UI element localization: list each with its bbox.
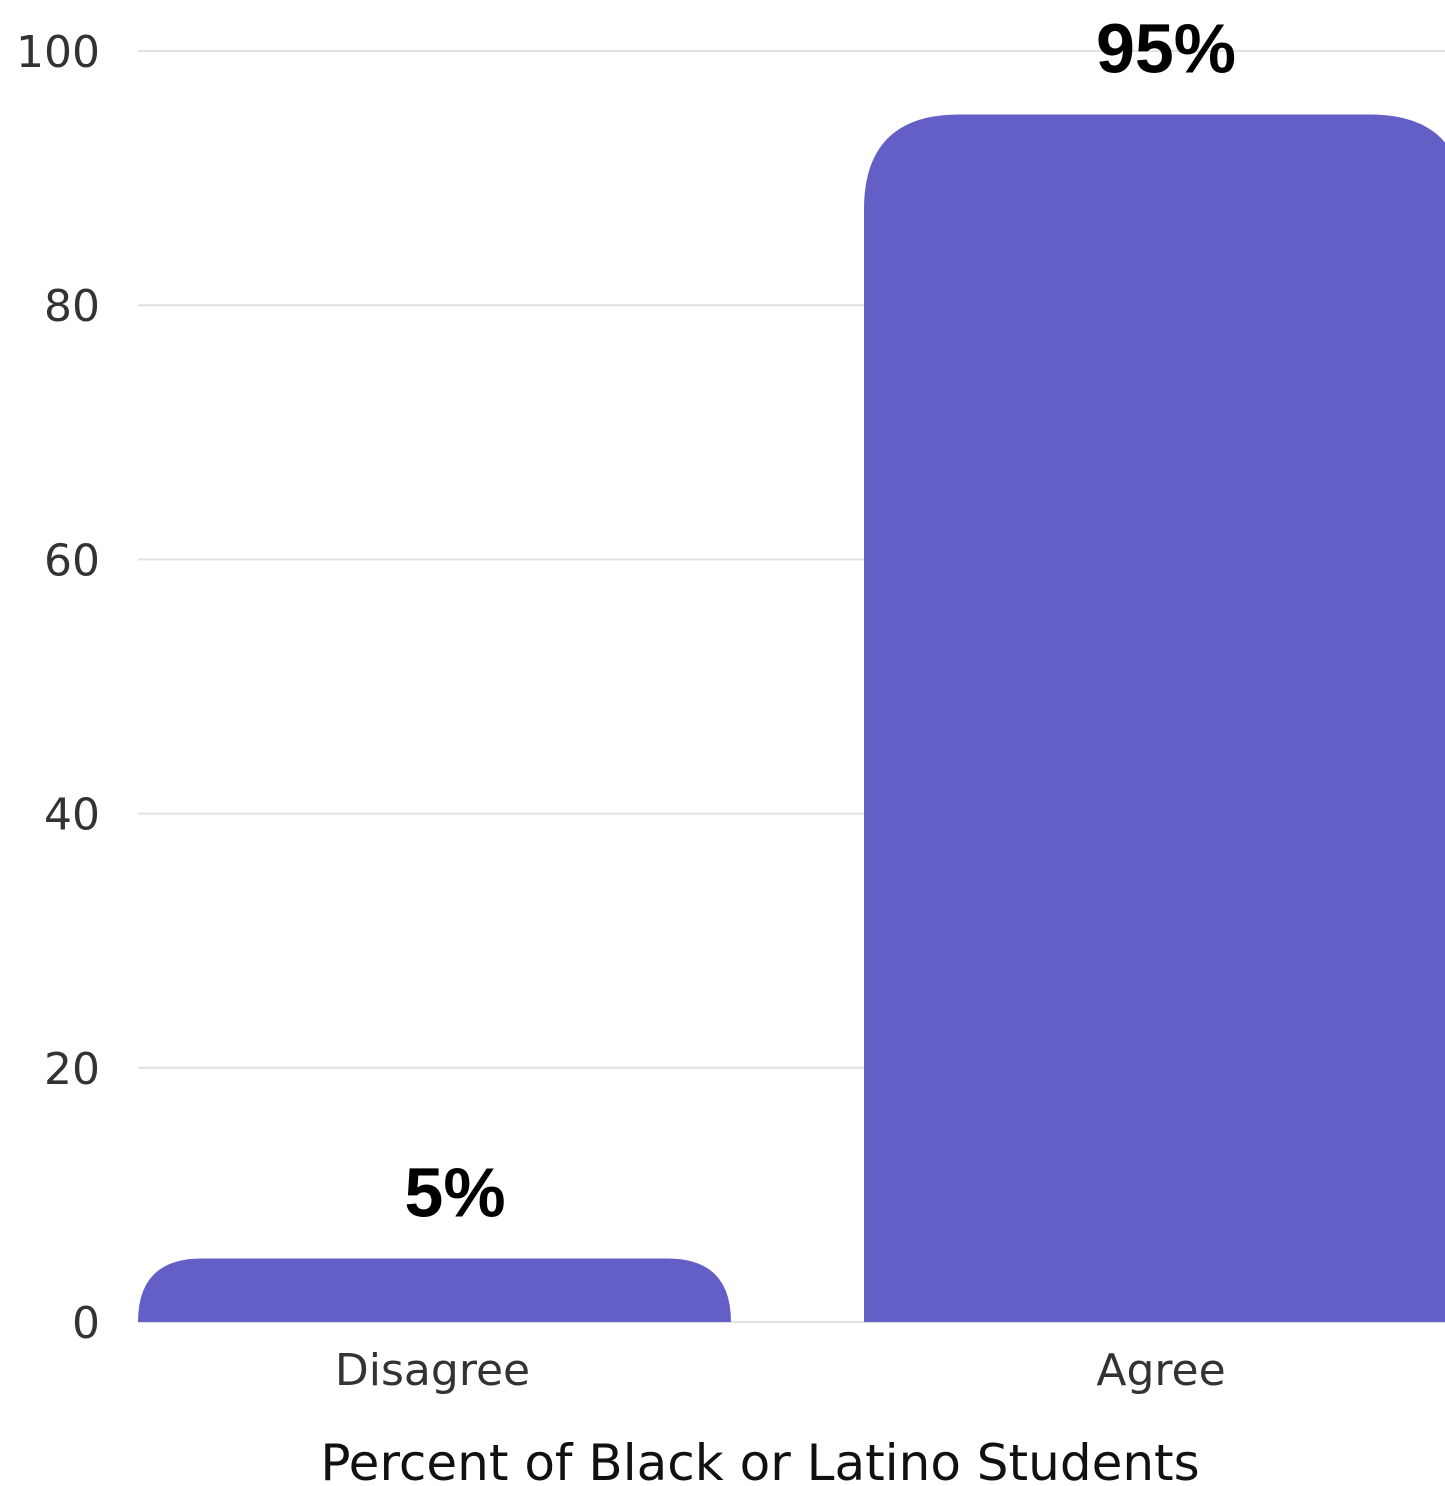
y-tick-label: 20 [44, 1044, 100, 1095]
y-tick-label: 60 [44, 535, 100, 586]
data-label-disagree: 5% [404, 1153, 505, 1231]
data-label-agree: 95% [1096, 10, 1236, 88]
bar-disagree [138, 1258, 731, 1322]
bar-agree [864, 114, 1445, 1322]
x-tick-label-agree: Agree [1096, 1345, 1225, 1396]
y-tick-label: 100 [16, 27, 100, 78]
x-axis-title: Percent of Black or Latino Students [320, 1434, 1199, 1486]
y-tick-label: 0 [72, 1298, 100, 1349]
y-axis-ticks: 0 20 40 60 80 100 [16, 27, 100, 1349]
y-tick-label: 40 [44, 790, 100, 841]
data-labels: 5% 95% [404, 10, 1236, 1232]
x-axis-categories: Disagree Agree [335, 1345, 1226, 1396]
x-tick-label-disagree: Disagree [335, 1345, 530, 1396]
bars [138, 114, 1445, 1322]
y-tick-label: 80 [44, 281, 100, 332]
